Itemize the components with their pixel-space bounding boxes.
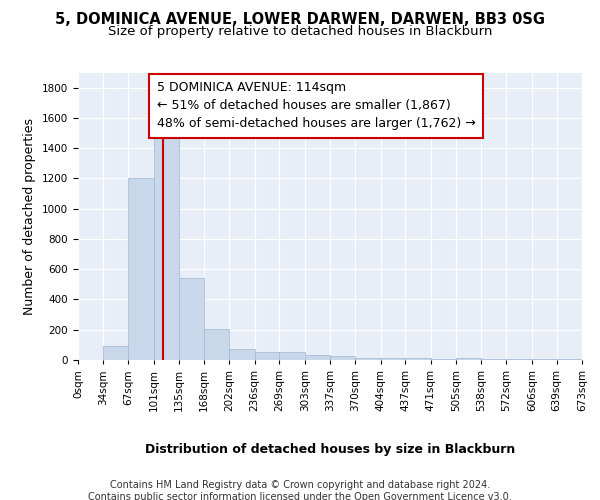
Bar — [128, 178, 154, 360]
Bar — [405, 358, 431, 360]
Bar — [179, 278, 204, 360]
Bar — [481, 359, 506, 360]
Bar — [355, 358, 380, 360]
Bar — [557, 359, 582, 360]
Text: 5 DOMINICA AVENUE: 114sqm
← 51% of detached houses are smaller (1,867)
48% of se: 5 DOMINICA AVENUE: 114sqm ← 51% of detac… — [157, 82, 475, 130]
Bar — [103, 346, 128, 360]
Bar — [380, 358, 405, 360]
Bar — [506, 359, 532, 360]
Bar — [305, 354, 331, 360]
Bar — [280, 352, 305, 360]
Bar — [532, 359, 557, 360]
Bar — [154, 138, 179, 360]
Text: Distribution of detached houses by size in Blackburn: Distribution of detached houses by size … — [145, 442, 515, 456]
Text: Size of property relative to detached houses in Blackburn: Size of property relative to detached ho… — [108, 25, 492, 38]
Text: Contains HM Land Registry data © Crown copyright and database right 2024.
Contai: Contains HM Land Registry data © Crown c… — [88, 480, 512, 500]
Bar — [255, 352, 280, 360]
Bar — [229, 350, 255, 360]
Y-axis label: Number of detached properties: Number of detached properties — [23, 118, 37, 315]
Bar — [204, 329, 229, 360]
Bar — [431, 359, 456, 360]
Bar — [331, 356, 355, 360]
Bar — [456, 358, 481, 360]
Text: 5, DOMINICA AVENUE, LOWER DARWEN, DARWEN, BB3 0SG: 5, DOMINICA AVENUE, LOWER DARWEN, DARWEN… — [55, 12, 545, 28]
